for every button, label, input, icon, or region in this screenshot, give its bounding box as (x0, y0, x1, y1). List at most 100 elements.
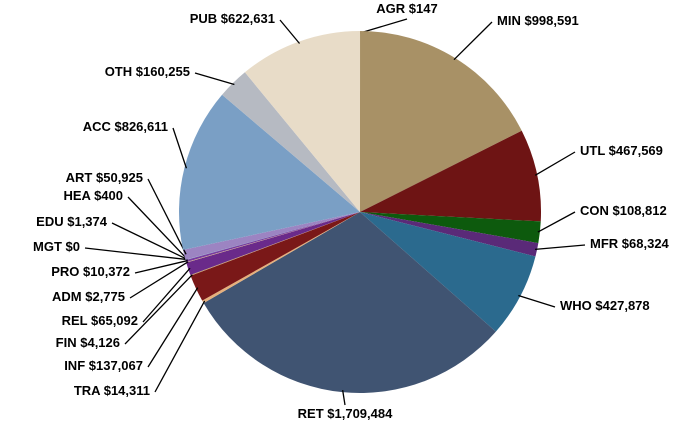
pie-slice (185, 212, 360, 261)
value-label: $1,709,484 (327, 406, 393, 421)
leader-line (359, 18, 408, 34)
value-label: $467,569 (609, 143, 663, 158)
slice-label: PUB $622,631 (190, 11, 275, 26)
leader-line (147, 178, 187, 255)
pie-slice (190, 212, 360, 301)
category-label: MFR (590, 236, 619, 251)
leader-line (518, 294, 556, 308)
slice-label: WHO $427,878 (560, 298, 650, 313)
pie-slice (244, 31, 360, 212)
leader-line (134, 259, 188, 274)
category-label: PRO (51, 264, 79, 279)
value-label: $50,925 (96, 170, 143, 185)
category-label: FIN (56, 335, 77, 350)
leader-line (154, 300, 206, 393)
leader-line (453, 21, 493, 61)
pie-slice (360, 130, 541, 222)
category-label: AGR (376, 1, 406, 16)
value-label: $65,092 (91, 313, 138, 328)
slice-label: TRA $14,311 (74, 383, 150, 398)
pie-slice (186, 212, 360, 263)
category-label: UTL (580, 143, 605, 158)
value-label: $427,878 (595, 298, 649, 313)
category-label: MIN (497, 13, 521, 28)
slice-label: REL $65,092 (62, 313, 138, 328)
value-label: $2,775 (85, 289, 125, 304)
pie-slice (183, 212, 360, 260)
pie-slice (360, 212, 541, 244)
leader-line (147, 287, 199, 368)
pie-slice (203, 212, 496, 393)
value-label: $137,067 (89, 358, 143, 373)
slice-label: MGT $0 (33, 239, 80, 254)
pie-slice (190, 212, 360, 276)
leader-line (279, 19, 301, 44)
value-label: $68,324 (622, 236, 670, 251)
pie-slice (179, 94, 360, 250)
leader-line (534, 244, 586, 251)
slice-label: ADM $2,775 (52, 289, 125, 304)
slice-label: FIN $4,126 (56, 335, 120, 350)
slice-label: INF $137,067 (64, 358, 143, 373)
leader-line (172, 127, 188, 169)
slice-label: PRO $10,372 (51, 264, 130, 279)
category-label: INF (64, 358, 85, 373)
value-label: $1,374 (67, 214, 108, 229)
leader-line (142, 267, 191, 323)
category-label: REL (62, 313, 88, 328)
value-label: $622,631 (221, 11, 275, 26)
category-label: ADM (52, 289, 82, 304)
slice-label: EDU $1,374 (36, 214, 108, 229)
slice-label: MIN $998,591 (497, 13, 579, 28)
value-label: $14,311 (104, 383, 150, 398)
slice-label: ART $50,925 (66, 170, 143, 185)
value-label: $4,126 (80, 335, 120, 350)
category-label: CON (580, 203, 609, 218)
value-label: $400 (94, 188, 123, 203)
category-label: ART (66, 170, 93, 185)
leader-line (534, 151, 576, 176)
leader-line (127, 196, 188, 260)
value-label: $160,255 (136, 64, 190, 79)
slice-label: UTL $467,569 (580, 143, 663, 158)
category-label: RET (298, 406, 324, 421)
value-label: $998,591 (524, 13, 578, 28)
leader-line (84, 247, 188, 261)
slice-label: ACC $826,611 (83, 119, 168, 134)
category-label: OTH (105, 64, 132, 79)
category-label: ACC (83, 119, 112, 134)
category-label: WHO (560, 298, 592, 313)
pie-slice (360, 31, 522, 213)
value-label: $10,372 (83, 264, 130, 279)
leader-line (194, 72, 235, 86)
value-label: $826,611 (114, 119, 168, 134)
value-label: $147 (409, 1, 438, 16)
slice-label: HEA $400 (63, 188, 123, 203)
pie-slice (222, 72, 360, 212)
slice-label: CON $108,812 (580, 203, 667, 218)
value-label: $108,812 (613, 203, 667, 218)
slice-label: MFR $68,324 (590, 236, 670, 251)
leader-line (129, 261, 189, 299)
pie-slice (185, 212, 360, 261)
pie-slice (360, 212, 539, 257)
pie-slice (360, 212, 536, 332)
category-label: EDU (36, 214, 63, 229)
leader-line (342, 390, 346, 406)
category-label: HEA (63, 188, 91, 203)
slice-label: OTH $160,255 (105, 64, 190, 79)
leader-line (124, 274, 193, 345)
slice-label: RET $1,709,484 (298, 406, 393, 421)
category-label: TRA (74, 383, 101, 398)
leader-line (537, 211, 576, 233)
pie-slice (185, 212, 360, 263)
pie-slice (202, 212, 360, 304)
value-label: $0 (66, 239, 80, 254)
leader-line (111, 222, 188, 261)
pie-slice (186, 212, 360, 276)
slice-label: AGR $147 (376, 1, 437, 16)
pie-slice (185, 212, 360, 260)
category-label: MGT (33, 239, 62, 254)
category-label: PUB (190, 11, 217, 26)
